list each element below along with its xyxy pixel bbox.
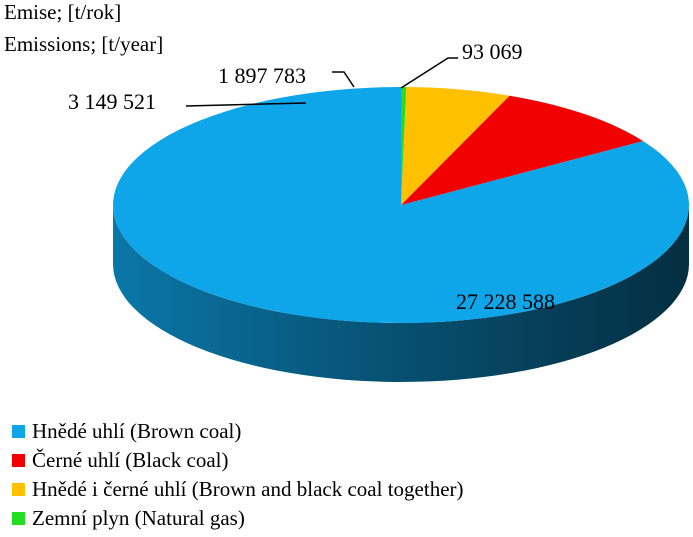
legend-label-brown-coal: Hnědé uhlí (Brown coal): [32, 419, 242, 443]
data-label-brown-and-black-coal: 1 897 783: [218, 63, 306, 88]
legend-item-black-coal: Černé uhlí (Black coal): [12, 446, 464, 475]
legend-item-brown-coal: Hnědé uhlí (Brown coal): [12, 417, 464, 446]
legend: Hnědé uhlí (Brown coal) Černé uhlí (Blac…: [12, 417, 464, 533]
legend-swatch-brown-coal: [12, 425, 25, 438]
legend-item-brown-and-black-coal: Hnědé i černé uhlí (Brown and black coal…: [12, 475, 464, 504]
pie-slice-natural-gas: [401, 87, 407, 205]
pie-slice-black-coal: [401, 95, 644, 205]
legend-swatch-black-coal: [12, 454, 25, 467]
legend-label-brown-and-black-coal: Hnědé i černé uhlí (Brown and black coal…: [32, 477, 464, 501]
chart-title-czech: Emise; [t/rok]: [4, 0, 122, 24]
data-label-natural-gas: 93 069: [462, 39, 523, 64]
data-label-brown-coal: 27 228 588: [456, 289, 555, 314]
data-label-black-coal: 3 149 521: [68, 89, 156, 114]
pie-side-wall: [113, 205, 689, 382]
leader-line-natural-gas: [400, 57, 458, 89]
chart-title-english: Emissions; [t/year]: [4, 32, 164, 56]
legend-item-natural-gas: Zemní plyn (Natural gas): [12, 504, 464, 533]
leader-line-brown-and-black-coal: [332, 71, 355, 88]
legend-label-natural-gas: Zemní plyn (Natural gas): [32, 506, 245, 530]
leader-line-black-coal: [185, 102, 307, 107]
pie-slice-brown-coal: [112, 87, 689, 323]
pie-slice-brown-and-black-coal: [401, 87, 510, 205]
legend-label-black-coal: Černé uhlí (Black coal): [32, 448, 229, 472]
legend-swatch-brown-and-black-coal: [12, 483, 25, 496]
legend-swatch-natural-gas: [12, 512, 25, 525]
